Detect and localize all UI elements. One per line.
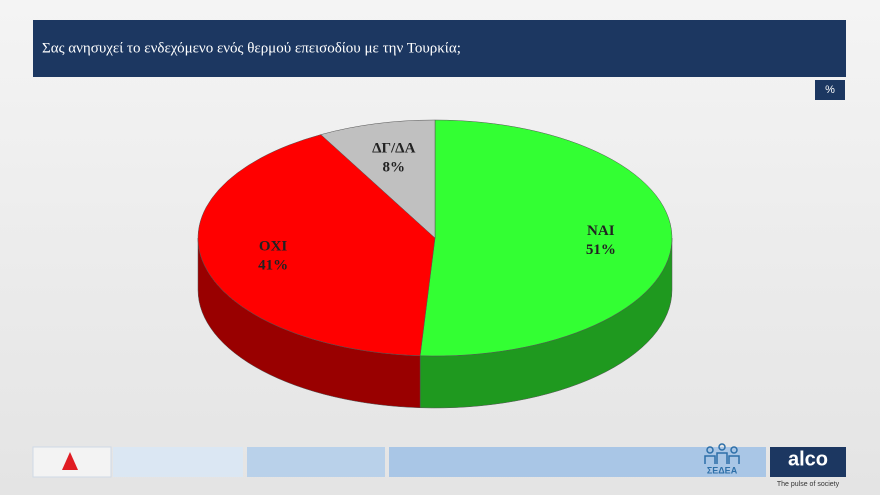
pie-slice xyxy=(320,119,436,239)
chart-title: Σας ανησυχεί το ενδεχόμενο ενός θερμού ε… xyxy=(42,40,461,56)
pie-slice xyxy=(197,134,436,357)
brand-box xyxy=(770,447,846,477)
title-bar xyxy=(33,20,846,77)
value-label: 41% xyxy=(258,257,288,273)
pie: ΝΑΙ 51% ΟΧΙ 41% ΔΓ/ΔΑ 8% xyxy=(197,119,673,409)
alpha-logo xyxy=(62,452,78,470)
pie-slice xyxy=(419,119,673,357)
footer-block xyxy=(247,447,385,477)
slice-label: ΔΓ/ΔΑ xyxy=(372,140,416,156)
unit-box xyxy=(815,80,845,100)
value-label: 51% xyxy=(586,242,616,258)
sedea-icon xyxy=(704,443,740,464)
sponsor: ΣΕΔΕΑ xyxy=(707,465,738,475)
unit-label: % xyxy=(825,84,835,96)
tagline: The pulse of society xyxy=(777,481,840,488)
slice-label: ΝΑΙ xyxy=(587,223,615,239)
slice-label: ΟΧΙ xyxy=(259,238,288,254)
value-label: 8% xyxy=(382,159,405,175)
footer-block xyxy=(113,447,243,477)
footer-block xyxy=(389,447,766,477)
brand: alco xyxy=(788,448,828,470)
